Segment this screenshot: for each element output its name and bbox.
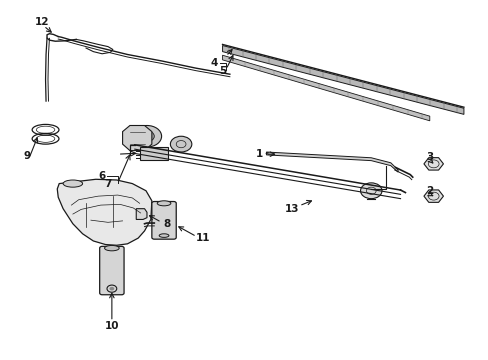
Polygon shape [423, 190, 443, 202]
Text: 5: 5 [219, 66, 226, 76]
Text: 13: 13 [285, 204, 299, 214]
Polygon shape [423, 158, 443, 170]
Text: 2: 2 [426, 186, 432, 197]
Polygon shape [222, 55, 429, 121]
FancyBboxPatch shape [152, 202, 176, 239]
Text: 1: 1 [255, 149, 262, 159]
Text: 6: 6 [98, 171, 105, 181]
Polygon shape [57, 179, 152, 245]
Polygon shape [122, 126, 152, 150]
Polygon shape [266, 152, 397, 172]
Polygon shape [222, 45, 463, 114]
Text: 7: 7 [104, 179, 111, 189]
Polygon shape [136, 209, 147, 220]
Text: 8: 8 [163, 219, 171, 229]
Ellipse shape [63, 180, 82, 187]
Text: 4: 4 [210, 58, 218, 68]
Circle shape [140, 131, 154, 141]
Text: 9: 9 [24, 150, 31, 161]
Text: 12: 12 [35, 17, 49, 27]
Circle shape [360, 183, 381, 199]
Ellipse shape [159, 234, 168, 237]
Text: 11: 11 [195, 233, 210, 243]
Circle shape [132, 126, 161, 147]
Text: 10: 10 [104, 321, 119, 331]
Text: 3: 3 [426, 152, 432, 162]
FancyBboxPatch shape [100, 246, 124, 295]
Ellipse shape [104, 246, 119, 251]
Circle shape [109, 287, 114, 291]
Circle shape [170, 136, 191, 152]
FancyBboxPatch shape [140, 147, 167, 160]
Ellipse shape [157, 201, 170, 206]
